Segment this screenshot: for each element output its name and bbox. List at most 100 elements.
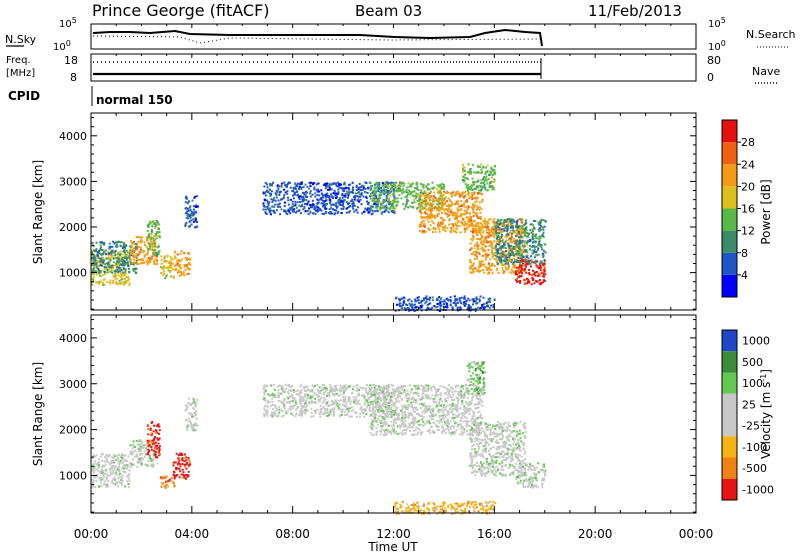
- echo-cell: [504, 266, 507, 269]
- echo-cell: [498, 241, 501, 244]
- echo-cell: [390, 183, 392, 186]
- echo-cell: [343, 410, 346, 413]
- echo-cell: [150, 448, 153, 451]
- echo-cell: [520, 249, 523, 251]
- echo-cell: [455, 193, 458, 196]
- echo-cell: [91, 264, 93, 267]
- echo-cell: [269, 213, 272, 216]
- echo-cell: [94, 255, 97, 258]
- echo-cell: [464, 190, 467, 193]
- echo-region: [494, 218, 547, 266]
- echo-cell: [450, 193, 453, 196]
- echo-cell: [341, 408, 344, 411]
- echo-cell: [439, 186, 442, 189]
- echo-cell: [376, 201, 379, 204]
- echo-cell: [462, 303, 465, 306]
- echo-region: [184, 397, 199, 432]
- echo-cell: [176, 473, 179, 476]
- echo-cell: [128, 264, 131, 267]
- echo-cell: [368, 187, 371, 189]
- echo-cell: [441, 206, 444, 208]
- echo-cell: [404, 205, 407, 208]
- echo-cell: [443, 190, 446, 193]
- echo-cell: [465, 206, 468, 209]
- echo-cell: [460, 302, 462, 305]
- echo-cell: [158, 437, 161, 440]
- echo-cell: [431, 220, 433, 223]
- echo-cell: [185, 463, 188, 466]
- echo-cell: [487, 300, 490, 303]
- echo-cell: [452, 223, 455, 226]
- echo-cell: [121, 263, 124, 266]
- echo-cell: [382, 192, 385, 195]
- echo-cell: [471, 191, 473, 194]
- echo-cell: [119, 459, 122, 462]
- echo-cell: [365, 389, 367, 391]
- echo-cell: [347, 203, 349, 205]
- echo-cell: [289, 400, 292, 403]
- echo-cell: [531, 228, 534, 231]
- echo-cell: [125, 276, 128, 279]
- echo-cell: [93, 469, 96, 472]
- echo-cell: [496, 250, 499, 253]
- echo-cell: [189, 216, 192, 219]
- echo-cell: [496, 234, 499, 237]
- echo-cell: [115, 283, 118, 286]
- echo-cell: [302, 191, 304, 194]
- echo-cell: [467, 207, 469, 210]
- echo-cell: [520, 264, 523, 267]
- echo-cell: [176, 253, 179, 256]
- echo-cell: [426, 193, 428, 196]
- echo-cell: [91, 469, 94, 472]
- echo-cell: [181, 453, 184, 456]
- echo-cell: [112, 457, 115, 459]
- echo-cell: [344, 196, 347, 199]
- echo-cell: [329, 200, 332, 203]
- echo-cell: [494, 245, 497, 248]
- echo-cell: [132, 255, 135, 258]
- echo-cell: [311, 390, 314, 393]
- echo-cell: [477, 217, 480, 219]
- echo-cell: [277, 199, 280, 202]
- echo-cell: [352, 207, 355, 210]
- echo-cell: [263, 407, 266, 410]
- echo-cell: [515, 270, 518, 273]
- echo-cell: [429, 196, 432, 199]
- echo-cell: [485, 229, 488, 231]
- echo-cell: [101, 242, 104, 245]
- echo-cell: [141, 240, 144, 243]
- echo-cell: [342, 386, 345, 389]
- echo-cell: [136, 236, 139, 239]
- echo-cell: [138, 236, 141, 239]
- echo-cell: [392, 206, 395, 209]
- echo-cell: [508, 231, 511, 234]
- echo-cell: [357, 399, 360, 402]
- echo-cell: [287, 203, 290, 206]
- echo-cell: [145, 253, 148, 256]
- echo-cell: [314, 385, 316, 387]
- echo-cell: [432, 231, 434, 233]
- echo-cell: [520, 251, 523, 254]
- echo-cell: [523, 264, 526, 267]
- echo-cell: [497, 251, 500, 254]
- echo-cell: [151, 459, 154, 462]
- echo-cell: [534, 259, 537, 262]
- echo-cell: [112, 471, 115, 474]
- echo-cell: [159, 266, 162, 269]
- echo-cell: [324, 199, 327, 202]
- echo-cell: [183, 274, 186, 277]
- echo-cell: [265, 190, 268, 193]
- echo-cell: [309, 204, 312, 206]
- echo-cell: [302, 196, 305, 198]
- echo-cell: [505, 258, 508, 261]
- echo-cell: [132, 445, 135, 448]
- echo-cell: [107, 254, 110, 257]
- echo-cell: [481, 182, 484, 184]
- echo-cell: [287, 182, 289, 185]
- echo-cell: [517, 250, 520, 253]
- echo-cell: [172, 464, 175, 467]
- echo-cell: [300, 383, 303, 386]
- echo-cell: [532, 224, 534, 226]
- echo-cell: [175, 468, 178, 471]
- echo-cell: [391, 388, 394, 391]
